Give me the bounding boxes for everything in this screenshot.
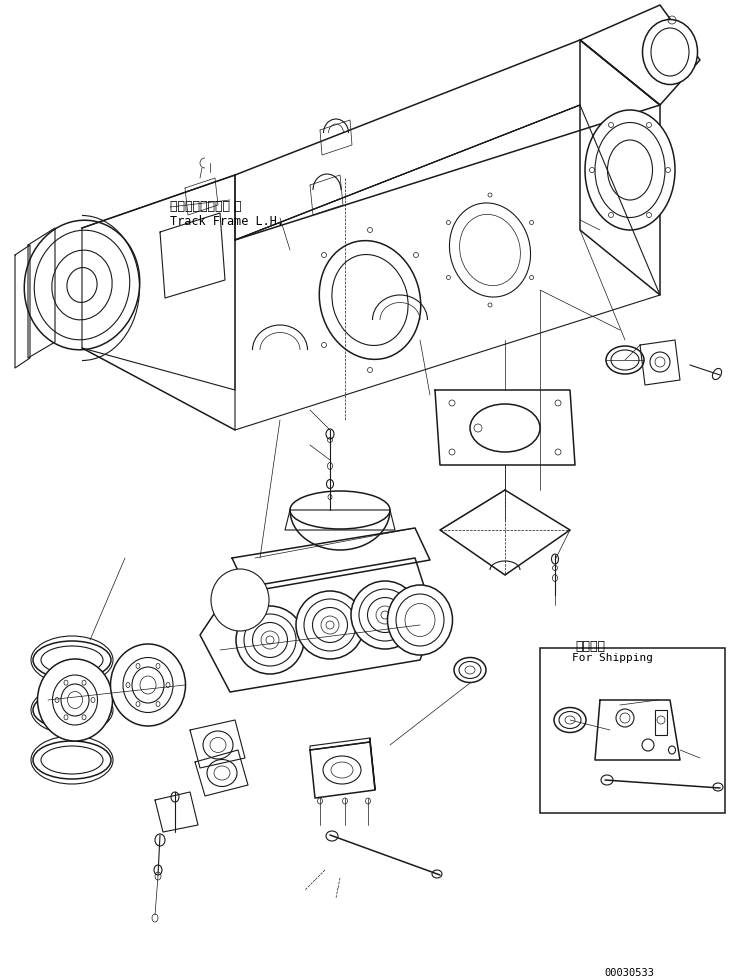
Polygon shape: [370, 738, 375, 790]
Polygon shape: [232, 528, 430, 592]
Polygon shape: [195, 750, 248, 796]
Ellipse shape: [24, 220, 140, 350]
Polygon shape: [580, 5, 700, 105]
Ellipse shape: [236, 606, 304, 674]
Ellipse shape: [33, 691, 111, 729]
Ellipse shape: [33, 741, 111, 779]
Polygon shape: [310, 738, 370, 750]
Polygon shape: [580, 40, 660, 295]
Ellipse shape: [351, 581, 419, 649]
Polygon shape: [200, 558, 435, 692]
Bar: [655, 710, 667, 735]
Polygon shape: [235, 40, 660, 240]
Polygon shape: [440, 490, 570, 575]
Text: 00030533: 00030533: [604, 968, 654, 978]
Polygon shape: [640, 340, 680, 385]
Polygon shape: [595, 700, 680, 760]
Ellipse shape: [554, 708, 586, 732]
Polygon shape: [82, 175, 235, 390]
Polygon shape: [435, 390, 575, 465]
Polygon shape: [235, 105, 660, 430]
Polygon shape: [155, 792, 198, 832]
Ellipse shape: [642, 20, 698, 84]
Polygon shape: [28, 228, 55, 358]
Polygon shape: [310, 742, 375, 798]
Polygon shape: [160, 213, 225, 298]
Ellipse shape: [585, 110, 675, 230]
Text: For Shipping: For Shipping: [572, 653, 653, 663]
Text: トラックフレーム 左: トラックフレーム 左: [170, 200, 242, 213]
Ellipse shape: [454, 658, 486, 682]
Ellipse shape: [33, 641, 111, 679]
Ellipse shape: [290, 491, 390, 529]
Ellipse shape: [387, 585, 452, 655]
Ellipse shape: [38, 659, 112, 741]
Bar: [540, 648, 725, 813]
Ellipse shape: [606, 346, 644, 374]
Polygon shape: [190, 720, 245, 768]
Polygon shape: [15, 245, 30, 368]
Ellipse shape: [111, 644, 185, 726]
Ellipse shape: [211, 569, 269, 631]
Polygon shape: [285, 510, 395, 530]
Ellipse shape: [296, 591, 364, 659]
Text: Track Frame L.H.: Track Frame L.H.: [170, 215, 284, 228]
Text: 運携部品: 運携部品: [575, 640, 605, 653]
